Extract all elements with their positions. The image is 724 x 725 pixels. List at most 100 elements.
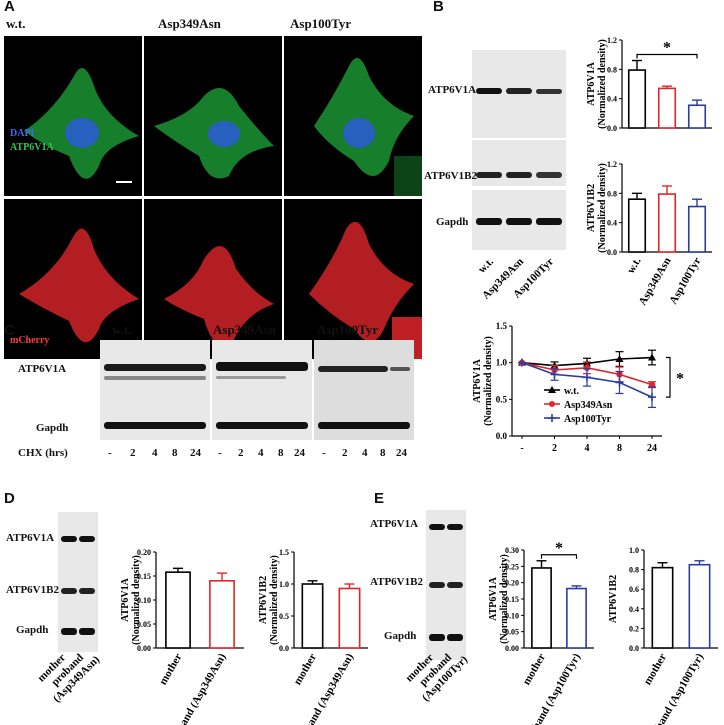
c-chx-m1-4: 24 [294, 447, 305, 459]
c-chx-m1-1: 2 [238, 447, 244, 459]
data-point [648, 353, 656, 361]
y-tick-label: 0.2 [629, 624, 639, 633]
chart-d-atp6v1a: 0.00 0.05 0.10 0.15 0.20 ATP6V1A (Normalized d… [120, 548, 244, 725]
e-label-atp6v1a: ATP6V1A [370, 518, 419, 530]
y-tick-label: 0.15 [505, 595, 519, 604]
e-label-atp6v1b2: ATP6V1B2 [370, 576, 423, 588]
e-lane-labels: mother proband (Asp100Tyr) [403, 652, 470, 704]
x-category-label: mother [292, 651, 320, 687]
c-chx-times: - 2 4 8 24 - 2 4 8 24 - 2 4 8 24 [100, 447, 414, 461]
c-chx-m2-2: 4 [362, 447, 368, 459]
y-tick-label: 1.5 [496, 321, 508, 331]
y-tick-label: 0.20 [137, 548, 151, 557]
data-point [648, 381, 656, 388]
y-axis-label-sub: (Normalized density) [597, 163, 608, 253]
x-tick-label: 24 [647, 443, 657, 454]
x-tick-label: 8 [617, 443, 622, 454]
y-tick-label: 0.10 [505, 611, 519, 620]
y-tick-label: 0.6 [629, 585, 639, 594]
blot-c-asp349asn [212, 340, 312, 440]
micrograph-wt-green: DAPI ATP6V1A [4, 36, 142, 196]
data-point [583, 364, 591, 371]
y-tick-label: 0.20 [505, 579, 519, 588]
y-tick-label: 0.30 [505, 546, 519, 555]
legend-label: Asp349Asn [564, 400, 613, 411]
micrograph-wt-red: mCherry [4, 199, 142, 359]
blot-d [58, 512, 98, 652]
c-chx-m1-0: - [218, 447, 222, 459]
y-tick-label: 0.5 [279, 612, 289, 621]
y-tick-label: 0.8 [607, 189, 617, 198]
mcherry-label: mCherry [10, 335, 50, 346]
panel-a-col-wt: w.t. [6, 16, 26, 31]
scale-bar [116, 181, 132, 183]
y-tick-label: 0.4 [607, 219, 617, 228]
y-axis-label: ATP6V1B2 [608, 575, 619, 623]
b-lane-wt: w.t. [476, 255, 496, 275]
y-tick-label: 0.4 [629, 605, 639, 614]
y-tick-label: 0.0 [279, 644, 289, 653]
y-tick-label: 0.4 [607, 95, 617, 104]
data-point [550, 370, 559, 379]
y-axis-label: ATP6V1B2 [258, 576, 269, 624]
y-axis-label-sub: (Normalized density) [483, 336, 494, 426]
x-tick-label: 2 [552, 443, 557, 454]
d-lane-labels: mother proband (Asp349Asn) [35, 652, 102, 705]
legend-marker [548, 414, 556, 422]
bar [657, 193, 677, 253]
x-category-label: mother [157, 651, 185, 687]
x-category-label: mother [642, 651, 670, 687]
chart-b-atp6v1b2: 0.0 0.4 0.8 1.2 ATP6V1B2 (Normalized density)… [586, 160, 712, 308]
x-tick-label: 4 [585, 443, 590, 454]
data-point [518, 358, 526, 367]
y-axis-label: ATP6V1A [472, 358, 483, 402]
bar [338, 587, 361, 649]
c-chx-wt-0: - [108, 447, 112, 459]
b1-cat-hidden [580, 112, 720, 182]
y-tick-label: 0.5 [496, 394, 508, 404]
blot-b-atp6v1b2 [472, 140, 566, 186]
c-label-atp6v1a: ATP6V1A [18, 363, 67, 375]
atp6v1a-channel-label: ATP6V1A [10, 142, 54, 153]
significance-bracket [540, 554, 578, 559]
y-tick-label: 0.0 [629, 644, 639, 653]
micrograph-asp100tyr-green [284, 36, 422, 196]
chart-d-atp6v1b2: 0.0 0.5 1.0 1.5 ATP6V1B2 (Normalized density)… [258, 548, 368, 725]
blot-c-asp100tyr [314, 340, 414, 440]
bar [209, 579, 235, 649]
data-point [648, 393, 656, 402]
bar [688, 563, 711, 649]
y-axis-label: ATP6V1B2 [586, 184, 597, 232]
c-group-asp100tyr: Asp100Tyr [317, 322, 379, 337]
d-label-atp6v1b2: ATP6V1B2 [6, 584, 59, 596]
bar [651, 566, 674, 649]
y-axis-label-sub: (Normalized density) [499, 554, 510, 644]
panel-a-col-asp349asn: Asp349Asn [158, 16, 221, 31]
e-label-gapdh: Gapdh [384, 630, 417, 642]
y-tick-label: 0.05 [137, 620, 151, 629]
significance-star: * [663, 40, 671, 57]
bar [627, 198, 647, 253]
c-chx-m2-4: 24 [396, 447, 407, 459]
b-label-atp6v1b2: ATP6V1B2 [424, 170, 477, 182]
x-category-label: mother [521, 651, 549, 687]
panel-a-col-asp100tyr: Asp100Tyr [290, 16, 352, 31]
bar [301, 583, 324, 649]
chart-e-atp6v1b2: 0.00.20.40.60.81.0ATP6V1B2motherproband … [608, 546, 718, 725]
y-axis-label-sub: (Normalized density) [131, 555, 142, 645]
y-tick-label: 0.0 [607, 248, 617, 257]
chart-e-atp6v1a: 0.00 0.05 0.10 0.15 0.20 0.25 0.30 ATP6V1A (Norm… [488, 540, 594, 725]
y-tick-label: 1.0 [279, 580, 289, 589]
c-chx-m2-1: 2 [342, 447, 348, 459]
x-category-label: w.t. [625, 255, 644, 276]
y-axis-label-sub: (Normalized density) [597, 39, 608, 129]
y-tick-label: 0.0 [496, 431, 508, 441]
y-tick-label: 0.10 [137, 596, 151, 605]
chart-b-atp6v1a: 0.0 0.4 0.8 1.2 ATP6V1A (Normalized density) * [586, 36, 712, 133]
x-tick-label: - [520, 443, 523, 454]
legend-label: w.t. [564, 386, 580, 397]
blot-b-atp6v1a [472, 50, 566, 138]
bar [687, 205, 707, 253]
significance-bracket [636, 53, 698, 59]
